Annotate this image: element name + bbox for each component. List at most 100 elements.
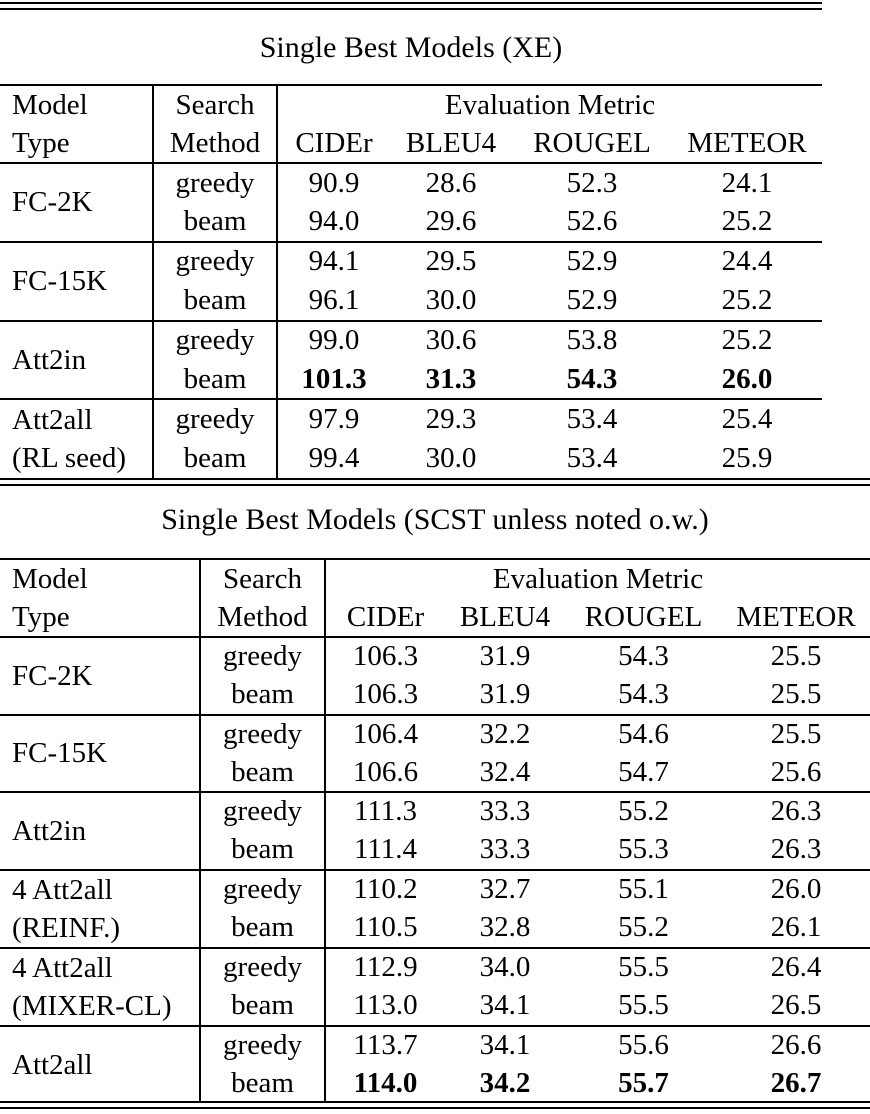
metric-value-cell: 24.4	[672, 240, 822, 282]
metric-value-cell: 26.3	[770, 833, 822, 866]
metric-value-cell: 94.1	[277, 240, 390, 282]
metric-value-cell: 26.0	[721, 362, 773, 395]
metric-value-cell: 29.6	[425, 205, 477, 238]
table-row: Att2all (RL seed) greedy 97.9 29.3 53.4 25.4	[0, 398, 822, 479]
table-row: beam 101.3 31.3 54.3 26.0	[0, 359, 822, 400]
metric-value-cell: 111.4	[353, 833, 418, 866]
metric-value-cell: 25.5	[770, 678, 822, 711]
search-method-cell: greedy	[152, 163, 278, 203]
table-row: Att2all greedy 113.7 34.1 55.6 26.6	[0, 1024, 870, 1103]
search-method-cell: greedy	[152, 398, 278, 439]
header-row-1: Model Search Evaluation Metric	[0, 85, 822, 124]
search-method-header-line2: Method	[199, 598, 326, 638]
metric-value-cell: 33.3	[445, 791, 565, 831]
metric-value-cell: 34.1	[479, 989, 531, 1021]
header-row-2: Type Method CIDEr BLEU4 ROUGEL METEOR	[0, 598, 870, 638]
search-method-cell: greedy	[152, 319, 278, 360]
model-type-label: 4 Att2all	[12, 873, 113, 906]
search-method-cell: beam	[152, 281, 278, 321]
metric-value-cell: 90.9	[308, 166, 360, 199]
model-type-cell: Att2all (RL seed)	[0, 398, 153, 479]
model-type-label: FC-2K	[12, 659, 93, 692]
table-row: Att2in greedy 99.0 30.6 53.8 25.2	[0, 319, 822, 400]
metric-value-cell: 55.7	[618, 1067, 669, 1100]
table-row: 4 Att2all (REINF.) greedy 110.2 32.7 55.1 26.0	[0, 868, 870, 948]
search-method-cell: beam	[199, 753, 326, 792]
model-type-cell: Att2all	[0, 1024, 200, 1103]
table-row: beam 111.4 33.3 55.3 26.3	[0, 830, 870, 870]
metric-value-cell: 94.0	[308, 205, 360, 238]
table1-title: Single Best Models (XE)	[259, 31, 563, 64]
metric-value-cell: 25.2	[721, 283, 773, 316]
metric-value-cell: 26.6	[722, 1024, 870, 1065]
metric-value-cell: 25.5	[770, 640, 822, 673]
metric-value-cell: 32.4	[479, 755, 531, 788]
table-row: beam 114.0 34.2 55.7 26.7	[0, 1064, 870, 1103]
table-row: Att2in greedy 111.3 33.3 55.2 26.3	[0, 791, 870, 870]
table2-body: FC-2K greedy 106.3 31.9 54.3 25.5 beam 106.3 31.…	[0, 637, 870, 1103]
model-type-label: FC-2K	[12, 186, 93, 219]
model-type-label: FC-15K	[12, 737, 108, 770]
metric-value-cell: 26.3	[722, 791, 870, 831]
metric-value-cell: 55.1	[565, 868, 722, 909]
search-method-cell: greedy	[199, 713, 326, 754]
metric-header-cider: CIDEr	[277, 124, 390, 164]
model-type-cell: Att2in	[0, 791, 200, 870]
metric-value-cell: 110.2	[325, 868, 445, 909]
metric-value-cell: 52.9	[566, 283, 618, 316]
search-method-cell: beam	[199, 675, 326, 715]
metric-value-cell: 106.6	[352, 755, 419, 788]
search-method-header: Search	[152, 85, 278, 124]
metric-header-meteor: METEOR	[672, 124, 822, 164]
metric-value-cell: 30.0	[425, 441, 477, 474]
metric-value-cell: 113.0	[353, 989, 418, 1021]
metric-value-cell: 30.0	[425, 283, 477, 316]
search-method-cell: greedy	[199, 637, 326, 676]
metric-value-cell: 33.3	[479, 833, 531, 866]
metric-value-cell: 54.7	[618, 755, 669, 788]
metric-value-cell: 26.4	[722, 946, 870, 987]
metric-value-cell: 99.0	[277, 319, 390, 360]
search-method-cell: beam	[199, 908, 326, 948]
metric-value-cell: 106.4	[325, 713, 445, 754]
metric-value-cell: 26.1	[770, 911, 822, 943]
metric-value-cell: 34.1	[445, 1024, 565, 1065]
metric-value-cell: 99.4	[308, 441, 360, 474]
metric-value-cell: 29.3	[390, 398, 512, 439]
model-type-cell: FC-15K	[0, 713, 200, 792]
metric-value-cell: 26.7	[770, 1067, 822, 1100]
table1-xe-results: Model Search Evaluation Metric Type Meth…	[0, 84, 822, 479]
metric-value-cell: 25.2	[721, 205, 773, 238]
table-row: beam 96.1 30.0 52.9 25.2	[0, 281, 822, 321]
metric-header-rougel: ROUGEL	[512, 124, 672, 164]
table-row: FC-15K greedy 94.1 29.5 52.9 24.4	[0, 240, 822, 321]
table-row: beam 99.4 30.0 53.4 25.9	[0, 438, 822, 479]
model-type-header-line2: Type	[0, 598, 200, 638]
model-type-label: Att2all	[12, 404, 93, 437]
model-type-label: (MIXER-CL)	[12, 989, 172, 1022]
metric-value-cell: 32.2	[445, 713, 565, 754]
search-method-cell: beam	[152, 202, 278, 242]
metric-value-cell: 111.3	[325, 791, 445, 831]
top-double-rule	[0, 2, 822, 10]
metric-value-cell: 52.6	[566, 205, 618, 238]
metric-value-cell: 106.3	[352, 640, 419, 673]
metric-value-cell: 106.3	[352, 678, 419, 711]
metric-value-cell: 54.3	[566, 362, 618, 395]
model-type-label: FC-15K	[12, 265, 108, 298]
metric-value-cell: 32.7	[445, 868, 565, 909]
model-type-label: Att2in	[12, 343, 87, 376]
model-type-label: Att2in	[12, 814, 87, 847]
table-row: 4 Att2all (MIXER-CL) greedy 112.9 34.0 55.5 26…	[0, 946, 870, 1026]
metric-value-cell: 34.2	[479, 1067, 531, 1100]
metric-value-cell: 25.9	[721, 441, 773, 474]
model-type-cell: FC-2K	[0, 637, 200, 715]
metric-value-cell: 28.6	[425, 166, 477, 199]
model-type-header: Model	[12, 88, 88, 121]
metric-value-cell: 53.8	[512, 319, 672, 360]
search-method-cell: greedy	[199, 791, 326, 831]
metric-header-bleu4: BLEU4	[445, 598, 565, 638]
model-type-cell: FC-15K	[0, 240, 153, 321]
metric-value-cell: 26.5	[770, 989, 822, 1021]
metric-value-cell: 55.6	[565, 1024, 722, 1065]
